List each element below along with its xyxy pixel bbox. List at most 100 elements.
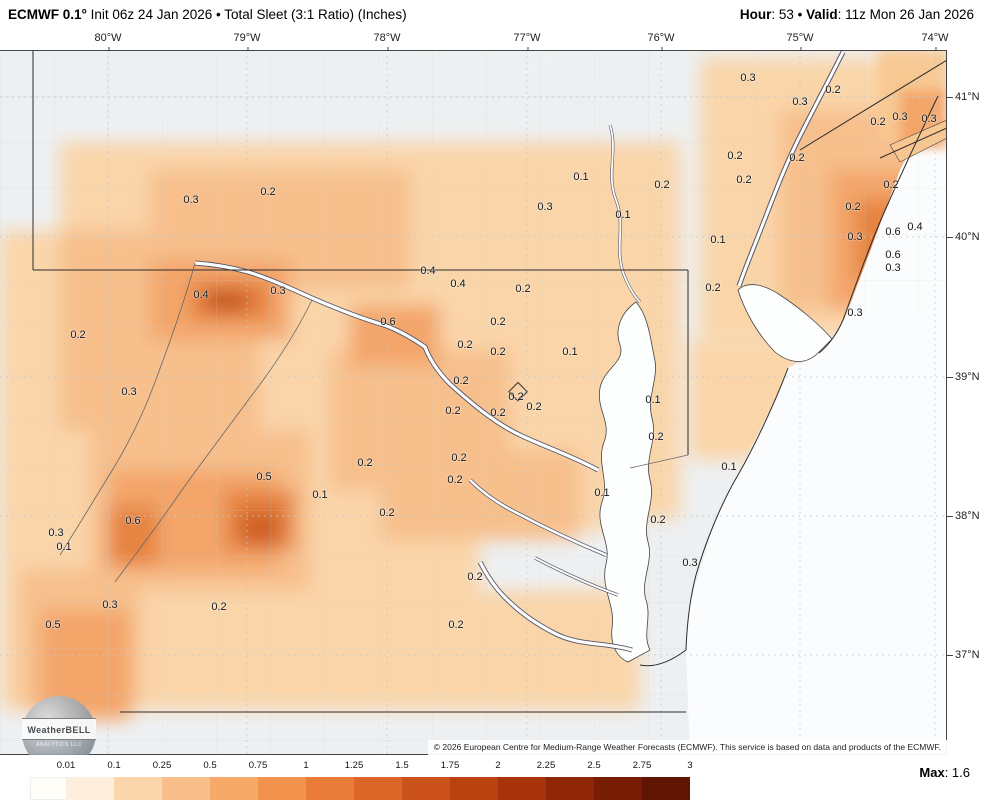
colorbar-segment: [402, 777, 450, 800]
sleet-value-label: 0.2: [467, 571, 483, 583]
sleet-value-label: 0.3: [682, 557, 698, 569]
sleet-value-label: 0.4: [450, 278, 466, 290]
lon-label: 79°W: [233, 32, 261, 52]
sleet-value-label: 0.1: [594, 487, 610, 499]
sleet-value-label: 0.2: [490, 316, 506, 328]
sleet-value-label: 0.2: [845, 201, 861, 213]
header: ECMWF 0.1° Init 06z 24 Jan 2026 • Total …: [0, 0, 984, 28]
valid-label: Valid: [806, 6, 838, 22]
model-name: ECMWF 0.1°: [8, 6, 87, 22]
hour-label: Hour: [739, 6, 772, 22]
sleet-value-label: 0.3: [121, 386, 137, 398]
colorbar-tick-label: 0.25: [152, 760, 172, 771]
header-valid-info: Hour: 53 • Valid: 11z Mon 26 Jan 2026: [740, 7, 974, 22]
sleet-value-label: 0.5: [45, 619, 61, 631]
lon-label: 75°W: [786, 32, 814, 52]
sleet-value-label: 0.3: [740, 72, 756, 84]
copyright-notice: © 2026 European Centre for Medium-Range …: [427, 740, 947, 755]
sleet-value-label: 0.2: [260, 186, 276, 198]
sleet-value-label: 0.3: [921, 113, 937, 125]
sleet-value-label: 0.2: [508, 391, 524, 403]
sleet-value-label: 0.2: [825, 84, 841, 96]
lat-label: 41°N: [947, 91, 980, 103]
hour-value: : 53 •: [771, 6, 807, 22]
sleet-value-label: 0.3: [847, 231, 863, 243]
rivers: [194, 50, 846, 653]
sleet-value-label: 0.1: [721, 461, 737, 473]
max-value-readout: Max: 1.6: [919, 765, 970, 780]
sleet-value-label: 0.2: [457, 339, 473, 351]
colorbar-segment: [258, 777, 306, 800]
sleet-value-label: 0.2: [648, 431, 664, 443]
sleet-value-label: 0.2: [453, 375, 469, 387]
sleet-value-label: 0.1: [312, 489, 328, 501]
colorbar-segment: [306, 777, 354, 800]
sleet-value-label: 0.1: [56, 541, 72, 553]
colorbar-tick-label: 2: [495, 760, 501, 771]
sleet-value-label: 0.2: [654, 179, 670, 191]
county-lines-ne: [688, 50, 947, 310]
chesapeake-bay: [598, 301, 656, 663]
colorbar-tick-label: 0.01: [56, 760, 76, 771]
sleet-value-label: 0.4: [193, 289, 209, 301]
sleet-value-label: 0.6: [125, 515, 141, 527]
weatherbell-logo-subtext: ANALYTICS LLC: [36, 742, 82, 748]
lat-label: 40°N: [947, 231, 980, 243]
lon-label: 77°W: [513, 32, 541, 52]
colorbar-tick-label: 2.75: [632, 760, 652, 771]
max-value: : 1.6: [944, 765, 970, 780]
sleet-value-label: 0.3: [885, 262, 901, 274]
max-label: Max: [919, 765, 945, 780]
lon-label: 80°W: [94, 32, 122, 52]
colorbar-tick-label: 0.5: [203, 760, 217, 771]
footer: 0.01 0.1 0.25 0.5 0.75 1 1.25 1.5 1.75 2 2.25 2.5 2.…: [0, 755, 984, 808]
colorbar-ticks: 0.01 0.1 0.25 0.5 0.75 1 1.25 1.5 1.75 2 2.25 2.5 2.…: [30, 760, 693, 773]
sleet-value-label: 0.2: [727, 150, 743, 162]
sleet-value-label: 0.6: [380, 316, 396, 328]
colorbar-tick-label: 1.25: [344, 760, 364, 771]
sleet-value-label: 0.2: [445, 405, 461, 417]
colorbar-segment: [546, 777, 594, 800]
sleet-value-label: 0.2: [70, 329, 86, 341]
sleet-value-label: 0.3: [537, 201, 553, 213]
sleet-value-label: 0.3: [102, 599, 118, 611]
sleet-value-label: 0.2: [451, 452, 467, 464]
header-title: ECMWF 0.1° Init 06z 24 Jan 2026 • Total …: [8, 7, 407, 22]
sleet-value-label: 0.4: [907, 221, 923, 233]
sleet-value-label: 0.6: [885, 249, 901, 261]
colorbar-segment: [450, 777, 498, 800]
valid-value: : 11z Mon 26 Jan 2026: [837, 6, 974, 22]
colorbar-tick-label: 1: [303, 760, 309, 771]
sleet-value-label: 0.2: [379, 507, 395, 519]
map-graphic: [0, 50, 947, 755]
sleet-value-label: 0.2: [883, 179, 899, 191]
lat-label: 38°N: [947, 510, 980, 522]
colorbar-segment: [498, 777, 546, 800]
sleet-value-label: 0.1: [573, 171, 589, 183]
lon-label: 78°W: [373, 32, 401, 52]
county-lines: [0, 50, 688, 755]
sleet-value-label: 0.6: [885, 226, 901, 238]
sleet-value-label: 0.1: [645, 394, 661, 406]
sleet-value-label: 0.2: [515, 283, 531, 295]
graticule: [0, 50, 947, 755]
sleet-value-label: 0.5: [256, 471, 272, 483]
sleet-value-label: 0.2: [789, 152, 805, 164]
sleet-value-label: 0.4: [420, 265, 436, 277]
sleet-value-label: 0.2: [357, 457, 373, 469]
colorbar-tick-label: 0.1: [107, 760, 121, 771]
sleet-value-label: 0.2: [448, 619, 464, 631]
colorbar-tick-label: 1.75: [440, 760, 460, 771]
sleet-value-label: 0.3: [183, 194, 199, 206]
colorbar-segment: [66, 777, 114, 800]
sleet-value-label: 0.3: [270, 285, 286, 297]
sleet-value-label: 0.1: [562, 346, 578, 358]
dc-boundary: [508, 381, 528, 402]
secondary-borders: [59, 262, 689, 583]
sleet-value-label: 0.2: [490, 346, 506, 358]
sleet-value-label: 0.2: [650, 514, 666, 526]
sleet-value-label: 0.3: [48, 527, 64, 539]
sleet-value-label: 0.2: [736, 174, 752, 186]
sleet-value-label: 0.3: [792, 96, 808, 108]
sleet-value-label: 0.1: [710, 234, 726, 246]
